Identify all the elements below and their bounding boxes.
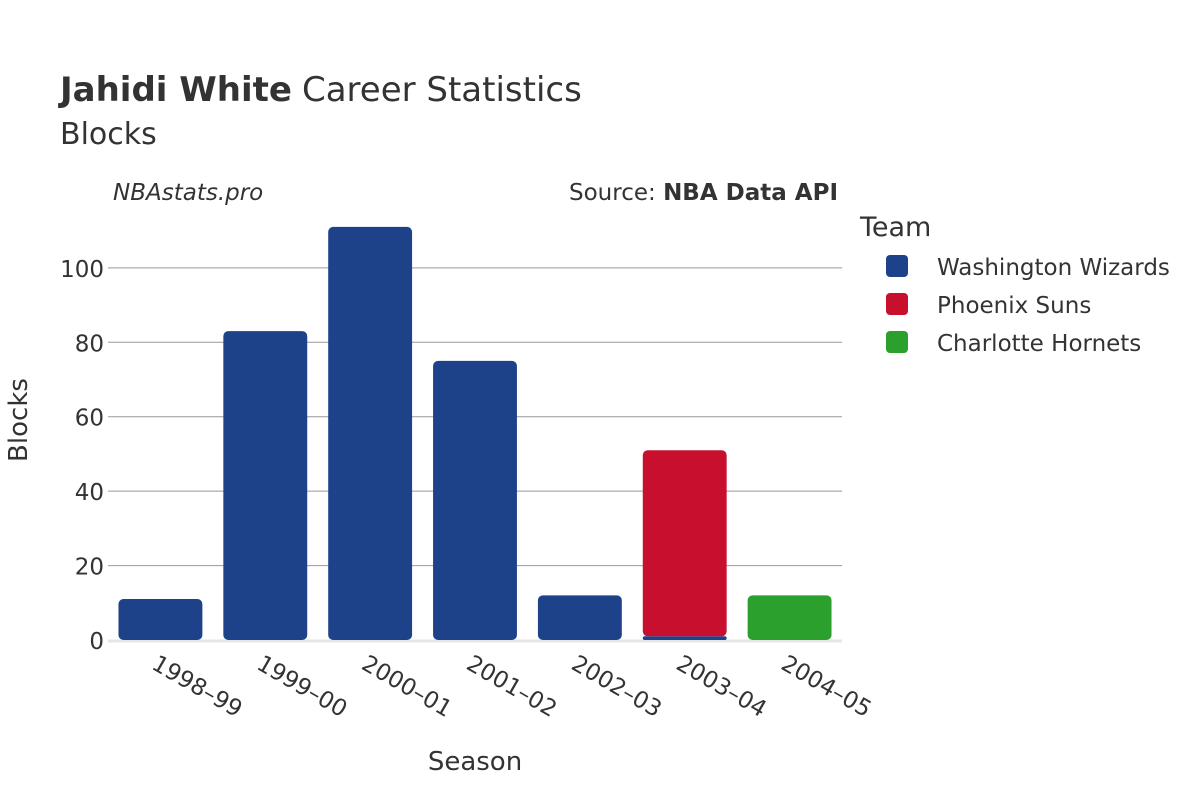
chart-title: Jahidi White Career Statistics <box>58 70 582 110</box>
legend-item-label: Phoenix Suns <box>937 293 1091 319</box>
bars <box>118 226 832 640</box>
x-tick-label: 1999–00 <box>252 651 351 723</box>
chart-subtitle: Blocks <box>60 117 157 152</box>
x-tick-label: 2003–04 <box>672 651 771 723</box>
bar-washington-wizards-2001–02 <box>433 360 517 640</box>
y-tick-label: 0 <box>89 629 104 655</box>
source-label: Source: <box>569 180 663 206</box>
y-axis-label: Blocks <box>4 378 34 462</box>
x-tick-label: 2002–03 <box>567 651 666 723</box>
legend-item-label: Washington Wizards <box>937 255 1170 281</box>
legend-swatch <box>886 293 908 315</box>
player-name: Jahidi White <box>58 70 292 110</box>
x-tick-label: 2004–05 <box>777 651 876 723</box>
y-tick-label: 60 <box>75 406 104 432</box>
bar-washington-wizards-2003–04 <box>642 636 727 640</box>
x-tick-label: 2001–02 <box>462 651 561 723</box>
x-tick-label: 2000–01 <box>357 651 456 723</box>
source-credit: Source: NBA Data API <box>569 180 838 206</box>
watermark: NBAstats.pro <box>113 180 263 206</box>
y-tick-label: 80 <box>75 331 104 357</box>
x-tick-label: 1998–99 <box>147 651 246 723</box>
y-tick-label: 20 <box>75 555 104 581</box>
bar-charlotte-hornets-2004–05 <box>747 595 832 640</box>
bar-washington-wizards-2002–03 <box>537 595 622 640</box>
y-tick-label: 40 <box>75 480 104 506</box>
x-axis-ticks: 1998–99 1999–00 2000–01 2001–02 2002–03 2003–… <box>147 651 875 723</box>
legend-item-label: Charlotte Hornets <box>937 331 1141 357</box>
legend: Washington Wizards Phoenix Suns Charlotte … <box>886 255 1170 357</box>
bar-washington-wizards-1999–00 <box>223 331 308 640</box>
legend-swatch <box>886 331 908 353</box>
x-axis-label: Season <box>428 747 522 777</box>
y-tick-label: 100 <box>60 257 104 283</box>
bar-phoenix-suns-2003–04 <box>642 450 727 637</box>
bar-washington-wizards-1998–99 <box>118 599 203 640</box>
source-name: NBA Data API <box>663 180 838 206</box>
legend-title: Team <box>859 212 931 243</box>
y-axis-ticks: 0 20 40 60 80 100 <box>60 257 104 655</box>
bar-washington-wizards-2000–01 <box>328 226 413 640</box>
title-rest: Career Statistics <box>302 70 582 110</box>
legend-swatch <box>886 255 908 277</box>
